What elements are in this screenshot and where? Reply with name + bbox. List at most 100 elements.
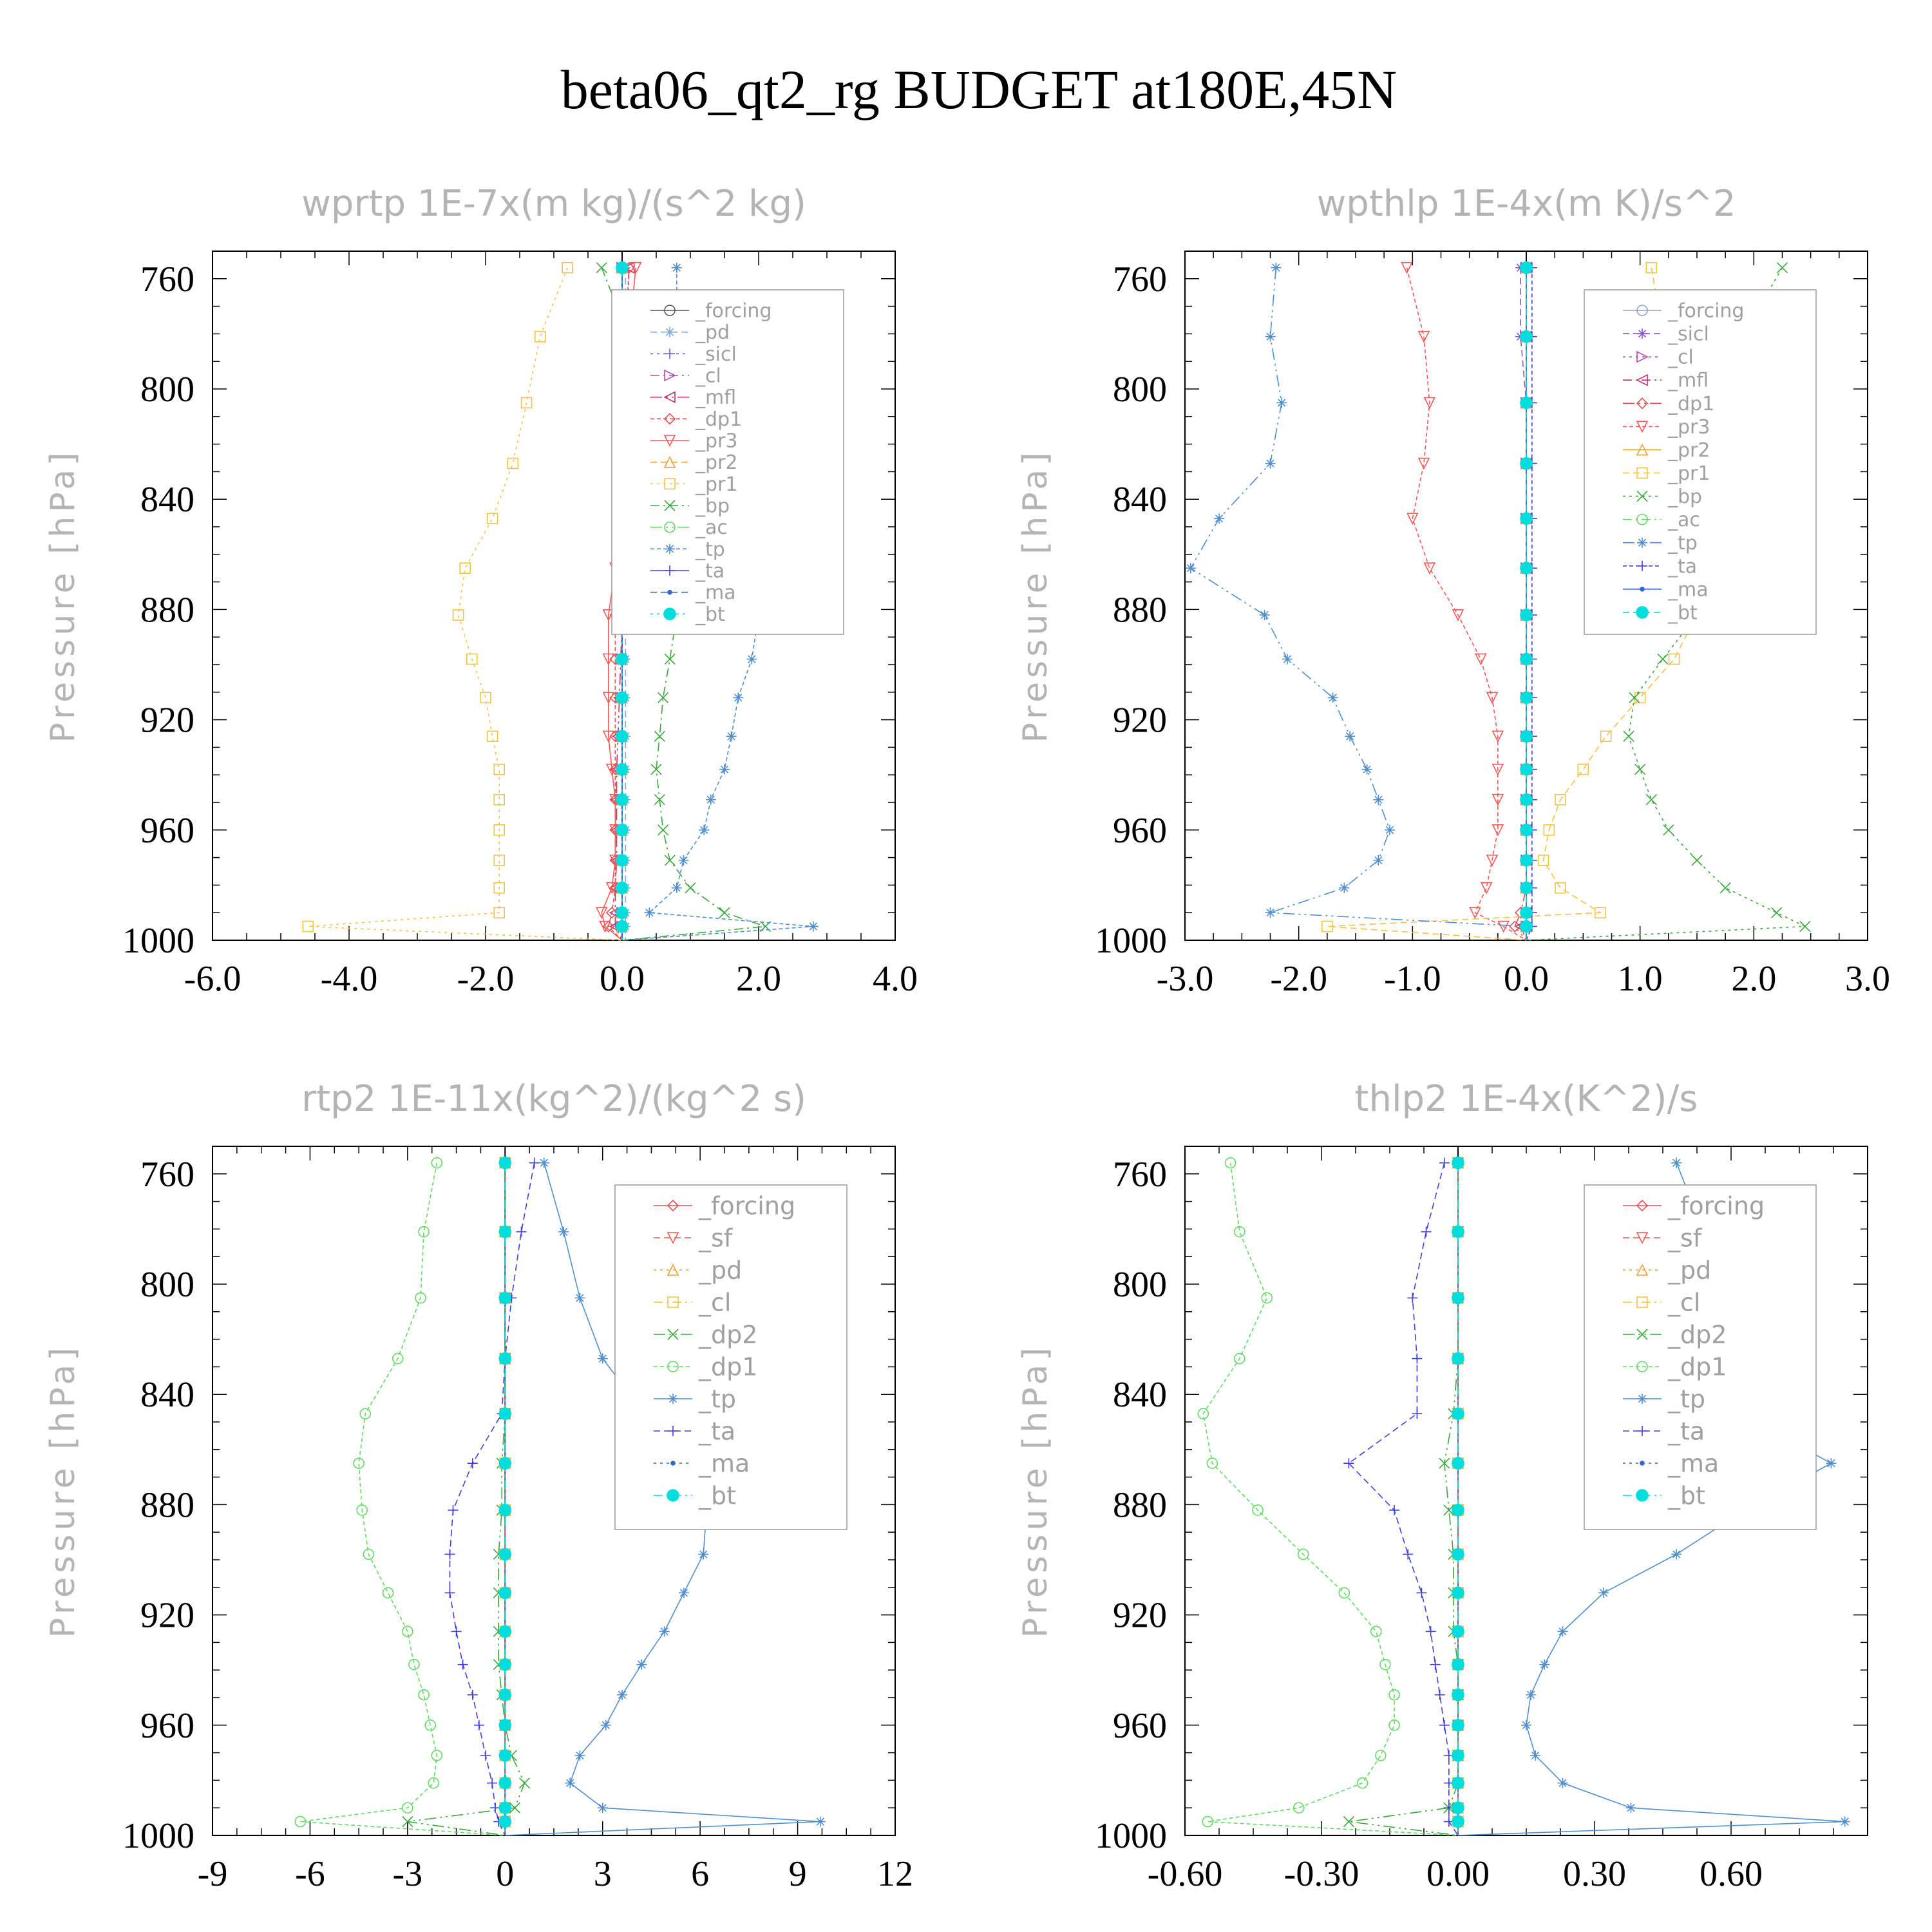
legend-box — [1584, 1184, 1817, 1530]
data-point — [616, 881, 629, 895]
legend-marker — [667, 1199, 679, 1212]
legend-label: _sf — [698, 1224, 734, 1252]
data-point — [595, 907, 608, 919]
data-point — [726, 731, 737, 742]
data-point — [616, 906, 629, 919]
data-point — [605, 907, 618, 919]
data-point — [493, 793, 506, 806]
data-point — [1826, 1458, 1837, 1469]
y-tick-label: 960 — [140, 1706, 194, 1746]
data-point — [1293, 1802, 1305, 1814]
data-point — [1403, 1549, 1414, 1560]
data-point — [1430, 1659, 1441, 1670]
data-point — [498, 1749, 512, 1762]
legend-label: _ac — [695, 516, 728, 539]
data-point — [353, 1457, 365, 1469]
legend-label: _mfl — [1667, 370, 1709, 392]
legend-label: _dp1 — [1667, 393, 1714, 415]
legend-label: _dp1 — [1667, 1352, 1727, 1381]
x-tick-label: -2.0 — [1270, 959, 1327, 999]
data-point — [658, 692, 669, 703]
data-point — [705, 794, 716, 805]
legend-label: _pd — [1667, 1256, 1711, 1284]
data-point — [1407, 1293, 1418, 1303]
data-point — [1439, 1457, 1450, 1469]
y-tick-label: 840 — [140, 1375, 194, 1415]
legend-marker — [1636, 374, 1648, 386]
data-point — [1276, 397, 1287, 408]
data-point — [498, 1225, 512, 1238]
data-point — [1416, 1587, 1427, 1598]
x-tick-label: 12 — [877, 1854, 913, 1894]
legend-marker — [664, 305, 676, 316]
data-point — [664, 653, 676, 665]
data-point — [597, 1803, 608, 1814]
data-point — [498, 1815, 512, 1828]
y-tick-label: 1000 — [122, 921, 194, 961]
data-point — [1265, 331, 1276, 342]
x-tick-label: -3 — [393, 1854, 423, 1894]
y-tick-label: 800 — [140, 1265, 194, 1305]
legend-label: _mfl — [695, 386, 736, 409]
legend-label: _sicl — [695, 343, 737, 366]
data-point — [1671, 1549, 1682, 1560]
data-point — [418, 1226, 430, 1238]
series-bt — [1520, 261, 1533, 940]
legend-marker — [664, 478, 676, 490]
x-tick-label: -1.0 — [1384, 959, 1441, 999]
data-point — [480, 692, 491, 704]
data-point — [444, 1587, 455, 1598]
legend-label: _cl — [1667, 1288, 1700, 1316]
data-point — [1452, 1749, 1464, 1762]
data-point — [1259, 609, 1270, 620]
legend-marker — [663, 413, 676, 425]
legend-marker — [663, 435, 676, 447]
data-point — [616, 691, 629, 705]
data-point — [486, 730, 498, 743]
data-point — [1520, 609, 1533, 621]
legend-box — [1584, 289, 1817, 635]
data-point — [1486, 855, 1499, 867]
data-point — [719, 764, 730, 775]
y-tick-label: 920 — [140, 701, 194, 741]
data-point — [1771, 907, 1783, 918]
legend-marker — [667, 1329, 679, 1340]
data-point — [1719, 882, 1731, 894]
data-point — [1776, 262, 1788, 274]
chart-panel-4: thlp2 1E-4x(K^2)/s Pressure [hPa] -0.60 -0.… — [1016, 1078, 1868, 1894]
data-point — [1339, 882, 1350, 893]
legend-label: _pr1 — [695, 473, 737, 496]
y-tick-label: 880 — [1113, 1485, 1167, 1525]
panel-title: thlp2 1E-4x(K^2)/s — [1355, 1078, 1698, 1120]
data-point — [616, 824, 629, 837]
data-point — [402, 1802, 413, 1814]
legend-label: _sicl — [1667, 323, 1709, 346]
data-point — [1520, 854, 1533, 867]
legend-marker — [667, 1264, 679, 1276]
legend-label: _tp — [1667, 1385, 1705, 1413]
series-line — [1189, 267, 1527, 940]
data-point — [602, 609, 615, 621]
x-tick-label: 1.0 — [1618, 959, 1663, 999]
data-point — [1663, 824, 1674, 836]
legend: _forcing_sicl_cl_mfl_dp1_pr3_pr2_pr1_bp_… — [1584, 289, 1817, 635]
data-point — [1452, 1586, 1464, 1600]
data-point — [1343, 1458, 1354, 1469]
y-tick-label: 920 — [1113, 1596, 1167, 1636]
legend-label: _tp — [698, 1385, 736, 1413]
y-tick-label: 840 — [1113, 1375, 1167, 1415]
legend: _forcing _sf _pd _cl _dp2 _dp1 _tp _ta _ma _bt — [614, 1184, 848, 1530]
series-line — [449, 1162, 535, 1836]
data-point — [616, 730, 629, 743]
legend-marker — [665, 544, 675, 554]
legend-marker — [663, 607, 676, 621]
data-point — [1629, 692, 1640, 703]
data-point — [1497, 920, 1510, 933]
data-point — [1412, 1408, 1423, 1419]
data-point — [1520, 824, 1533, 837]
legend-label: _ta — [1667, 1417, 1705, 1445]
data-point — [1520, 652, 1533, 666]
data-point — [616, 762, 629, 776]
legend-marker — [665, 348, 675, 359]
series-ta — [1343, 1157, 1459, 1836]
